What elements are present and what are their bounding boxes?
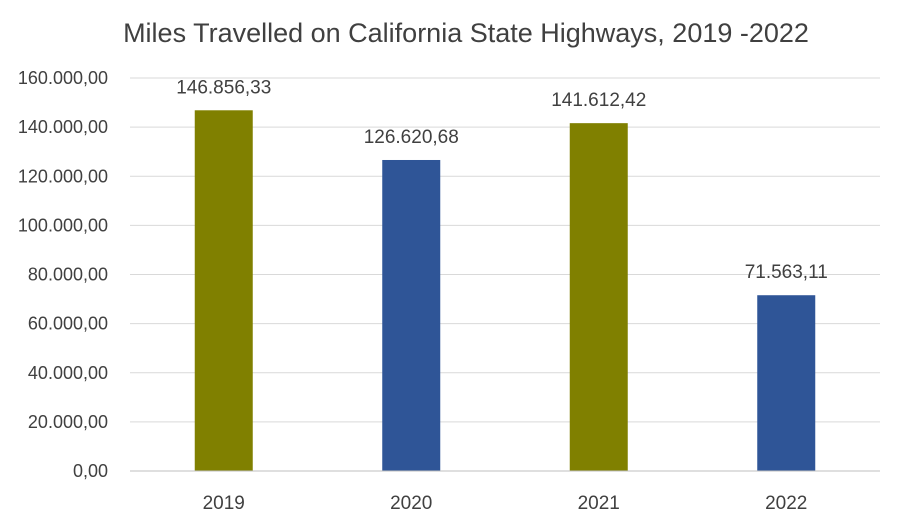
y-tick-label: 140.000,00	[18, 117, 108, 137]
gridlines	[130, 77, 880, 423]
data-label-2020: 126.620,68	[364, 127, 459, 148]
data-label-2022: 71.563,11	[745, 262, 828, 283]
y-tick-label: 60.000,00	[28, 314, 108, 334]
y-tick-label: 120.000,00	[18, 166, 108, 186]
y-tick-label: 40.000,00	[28, 363, 108, 383]
x-axis-ticks: 2019 2020 2021 2022	[203, 493, 808, 514]
x-tick-label: 2020	[390, 493, 432, 514]
x-tick-label: 2021	[578, 493, 620, 514]
bars	[194, 110, 816, 471]
bar-2020	[382, 159, 441, 471]
x-tick-label: 2022	[765, 493, 807, 514]
y-tick-label: 20.000,00	[28, 412, 108, 432]
y-tick-label: 80.000,00	[28, 265, 108, 285]
data-label-2021: 141.612,42	[551, 90, 646, 111]
y-axis-ticks: 0,00 20.000,00 40.000,00 60.000,00 80.000,00…	[18, 68, 108, 481]
y-tick-label: 160.000,00	[18, 68, 108, 88]
chart-title: Miles Travelled on California State High…	[123, 18, 809, 48]
bar-2019	[194, 110, 253, 471]
y-tick-label: 0,00	[73, 461, 108, 481]
x-tick-label: 2019	[203, 493, 245, 514]
data-label-2019: 146.856,33	[176, 77, 271, 98]
bar-2022	[757, 295, 816, 471]
y-tick-label: 100.000,00	[18, 215, 108, 235]
bar-2021	[569, 123, 628, 471]
data-labels: 146.856,33 126.620,68 141.612,42 71.563,11	[176, 77, 828, 283]
